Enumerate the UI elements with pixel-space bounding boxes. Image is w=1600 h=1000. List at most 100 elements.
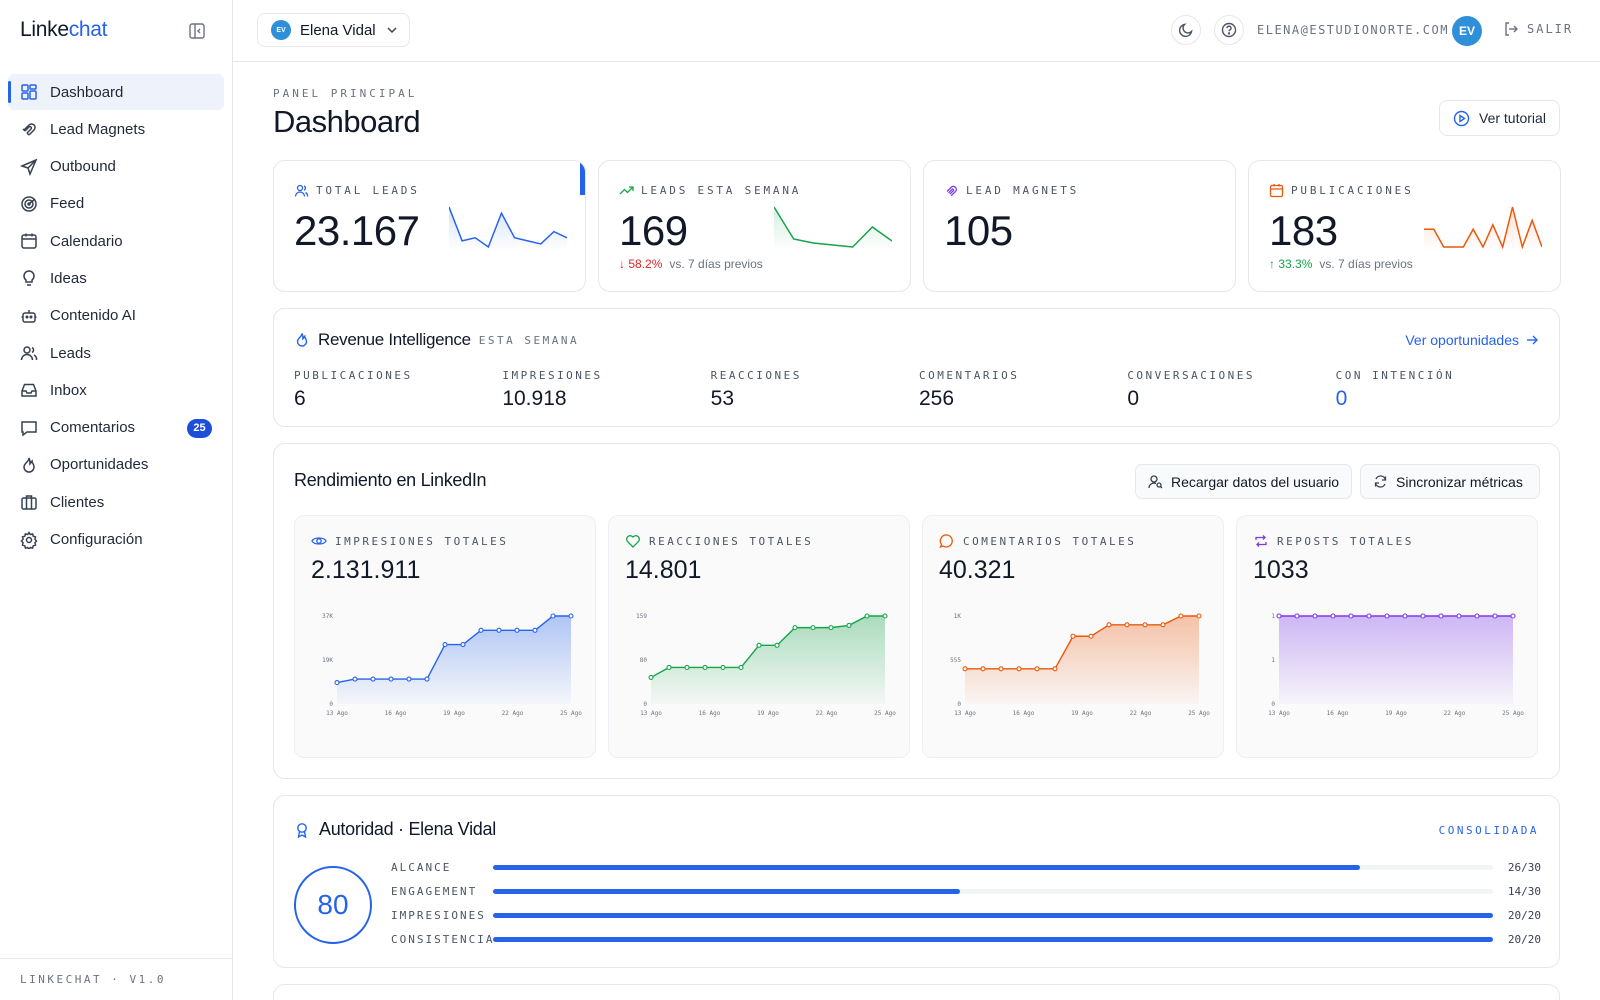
- mini-label: REACCIONES TOTALES: [649, 534, 814, 548]
- series-area: [965, 616, 1199, 704]
- send-icon: [20, 158, 38, 176]
- reload-label: Recargar datos del usuario: [1171, 473, 1340, 490]
- x-tick-label: 16 Ago: [1327, 710, 1349, 717]
- metric-label: IMPRESIONES: [502, 369, 603, 382]
- sidebar-item-label: Outbound: [50, 158, 116, 176]
- calendar-icon: [21, 233, 37, 249]
- authority-bar-engagement: ENGAGEMENT 14/30: [391, 883, 1541, 899]
- metric-con-intencion: CON INTENCIÓN 0: [1336, 369, 1544, 411]
- message-icon: [21, 420, 37, 437]
- mini-label: COMENTARIOS TOTALES: [963, 534, 1137, 548]
- x-tick-label: 16 Ago: [1013, 710, 1035, 717]
- data-point: [792, 625, 798, 631]
- help-button[interactable]: [1214, 15, 1244, 45]
- metric-label: CON INTENCIÓN: [1335, 369, 1455, 382]
- logout-button[interactable]: SALIR: [1503, 21, 1573, 37]
- data-point: [406, 676, 412, 682]
- authority-score: 80: [294, 866, 372, 944]
- sidebar-item-outbound[interactable]: Outbound: [8, 149, 224, 185]
- data-point: [532, 627, 538, 633]
- lightbulb-icon: [23, 270, 35, 287]
- data-point: [1456, 613, 1462, 619]
- data-point: [550, 613, 556, 619]
- opportunities-link[interactable]: Ver oportunidades: [1405, 332, 1539, 348]
- authority-header: Autoridad · Elena Vidal: [294, 819, 496, 840]
- sidebar-item-oportunidades[interactable]: Oportunidades: [8, 447, 224, 483]
- sync-metrics-button[interactable]: Sincronizar métricas: [1360, 464, 1540, 499]
- reacciones-chart: 159 80 0 13 Ago 16 Ago 19 Ago 22 Ago 25 Ago: [636, 613, 896, 717]
- authority-panel: Autoridad · Elena Vidal CONSOLIDADA 80 A…: [273, 795, 1560, 968]
- sparkline-line: [774, 206, 892, 248]
- sidebar-item-comentarios[interactable]: Comentarios 25: [8, 410, 224, 446]
- app-version: LINKECHAT · V1.0: [0, 958, 232, 1000]
- data-point: [1034, 666, 1040, 672]
- data-point: [388, 676, 394, 682]
- sidebar-item-dashboard[interactable]: Dashboard: [8, 74, 224, 110]
- sidebar: Linkechat Dashboard Lead Magnets Outboun…: [0, 0, 233, 1000]
- sidebar-item-label: Feed: [50, 195, 85, 213]
- account-avatar: EV: [271, 20, 291, 40]
- revenue-header: Revenue Intelligence ESTA SEMANA: [294, 330, 579, 350]
- data-point: [1276, 613, 1282, 619]
- bar-fill: [493, 889, 960, 894]
- data-point: [1384, 613, 1390, 619]
- x-tick-label: 16 Ago: [385, 710, 407, 717]
- sparkline-area: [1424, 207, 1542, 251]
- x-tick-label: 25 Ago: [874, 710, 896, 717]
- y-tick-label: 1: [1271, 657, 1275, 664]
- reload-user-data-button[interactable]: Recargar datos del usuario: [1135, 464, 1352, 499]
- x-tick-label: 19 Ago: [443, 710, 465, 717]
- data-point: [756, 642, 762, 648]
- data-point: [1330, 613, 1336, 619]
- comment-icon: [939, 534, 953, 549]
- metric-value[interactable]: 0: [1335, 387, 1348, 410]
- mini-label: REPOSTS TOTALES: [1277, 534, 1414, 548]
- metric-value: 0: [1127, 387, 1139, 410]
- data-point: [846, 622, 852, 628]
- briefcase-icon: [21, 495, 37, 511]
- sidebar-item-label: Clientes: [50, 493, 105, 511]
- sidebar-item-configuracion[interactable]: Configuración: [8, 522, 224, 558]
- sidebar-item-ideas[interactable]: Ideas: [8, 260, 224, 296]
- metric-impresiones: IMPRESIONES 10.918: [502, 369, 710, 411]
- sidebar-item-inbox[interactable]: Inbox: [8, 372, 224, 408]
- mini-value: 40.321: [939, 556, 1016, 584]
- metric-label: CONVERSACIONES: [1127, 369, 1256, 382]
- stat-delta: ↓ 58.2% vs. 7 días previos: [619, 257, 763, 271]
- stat-label-row: LEAD MAGNETS: [944, 183, 1079, 198]
- metric-publicaciones: PUBLICACIONES 6: [294, 369, 502, 411]
- app-logo[interactable]: Linkechat: [20, 18, 108, 42]
- sidebar-item-lead-magnets[interactable]: Lead Magnets: [8, 111, 224, 147]
- revenue-intelligence-panel: Revenue Intelligence ESTA SEMANA Ver opo…: [273, 308, 1560, 427]
- sidebar-item-label: Ideas: [50, 269, 87, 287]
- theme-toggle-button[interactable]: [1171, 15, 1201, 45]
- sidebar-item-label: Dashboard: [50, 83, 124, 101]
- opportunities-link-label: Ver oportunidades: [1405, 332, 1519, 348]
- sparkline-area: [774, 207, 892, 251]
- data-point: [1438, 613, 1444, 619]
- sidebar-item-contenido-ai[interactable]: Contenido AI: [8, 298, 224, 334]
- sidebar-item-calendario[interactable]: Calendario: [8, 223, 224, 259]
- magnet-icon: [946, 185, 957, 197]
- page-title: Dashboard: [273, 104, 421, 139]
- avatar[interactable]: EV: [1452, 16, 1482, 46]
- card-accent: [580, 161, 585, 195]
- metric-value: 53: [710, 387, 735, 410]
- sidebar-item-clientes[interactable]: Clientes: [8, 484, 224, 520]
- mini-value: 14.801: [625, 556, 702, 584]
- y-tick-label: 19K: [322, 657, 333, 664]
- sidebar-item-leads[interactable]: Leads: [8, 335, 224, 371]
- data-point: [568, 613, 574, 619]
- sidebar-item-feed[interactable]: Feed: [8, 186, 224, 222]
- revenue-title: Revenue Intelligence: [318, 330, 471, 349]
- authority-title: Autoridad · Elena Vidal: [319, 819, 496, 839]
- account-switcher[interactable]: EV Elena Vidal: [257, 13, 410, 47]
- data-point: [1366, 613, 1372, 619]
- x-tick-label: 25 Ago: [1188, 710, 1210, 717]
- sidebar-nav: Dashboard Lead Magnets Outbound Feed Cal…: [8, 74, 224, 559]
- sidebar-collapse-icon[interactable]: [188, 22, 206, 40]
- y-tick-label: 1: [1271, 613, 1275, 620]
- tutorial-button[interactable]: Ver tutorial: [1439, 100, 1560, 136]
- bar-track: [493, 937, 1493, 942]
- y-tick-label: 0: [1271, 701, 1275, 708]
